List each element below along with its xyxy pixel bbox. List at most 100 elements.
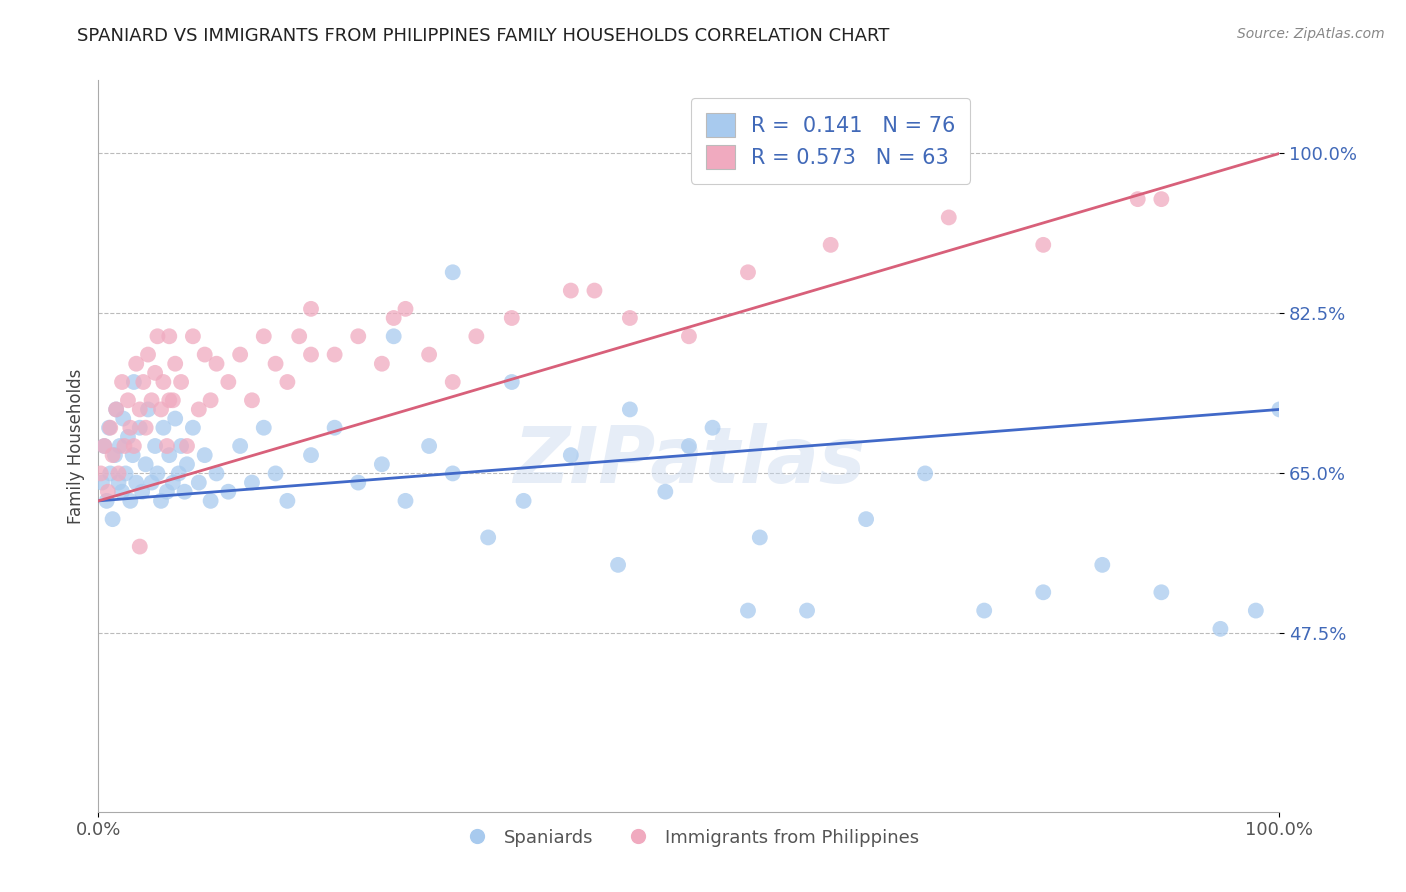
Point (125, 475, 148, 490)
Point (167, 467, 190, 481)
Point (1268, 402, 1291, 417)
Point (820, 237, 842, 252)
Point (217, 484, 239, 499)
Point (122, 439, 145, 453)
Point (98, 421, 121, 435)
Point (441, 467, 464, 481)
Point (143, 366, 166, 380)
Point (121, 448, 143, 462)
Point (702, 421, 724, 435)
Text: Source: ZipAtlas.com: Source: ZipAtlas.com (1237, 27, 1385, 41)
Point (125, 357, 148, 371)
Point (323, 421, 346, 435)
Point (122, 375, 145, 389)
Point (1244, 603, 1267, 617)
Y-axis label: Family Households: Family Households (66, 368, 84, 524)
Point (382, 329, 405, 343)
Point (136, 402, 159, 417)
Point (200, 494, 222, 508)
Point (135, 421, 157, 435)
Point (1150, 585, 1173, 599)
Point (156, 484, 179, 499)
Point (205, 467, 228, 481)
Point (91, 475, 114, 490)
Point (1126, 192, 1149, 206)
Point (117, 430, 139, 444)
Point (737, 603, 759, 617)
Point (347, 329, 370, 343)
Point (146, 467, 169, 481)
Point (217, 375, 239, 389)
Point (150, 494, 173, 508)
Point (101, 448, 124, 462)
Point (441, 265, 464, 279)
Point (135, 457, 157, 471)
Point (1032, 585, 1054, 599)
Point (93, 439, 115, 453)
Point (382, 310, 405, 325)
Point (141, 393, 163, 408)
Point (187, 402, 209, 417)
Point (117, 393, 139, 408)
Point (170, 375, 193, 389)
Point (194, 348, 217, 362)
Point (101, 512, 124, 526)
Text: ZIPatlas: ZIPatlas (513, 423, 865, 499)
Point (560, 284, 582, 298)
Point (501, 310, 523, 325)
Point (111, 375, 134, 389)
Point (156, 439, 179, 453)
Point (194, 448, 217, 462)
Point (108, 439, 131, 453)
Point (111, 484, 134, 499)
Point (418, 439, 440, 453)
Point (276, 494, 298, 508)
Point (501, 375, 523, 389)
Point (96, 494, 118, 508)
Point (619, 402, 641, 417)
Point (157, 448, 180, 462)
Point (1209, 622, 1232, 636)
Point (131, 484, 153, 499)
Point (120, 494, 142, 508)
Point (93, 439, 115, 453)
Point (165, 357, 187, 371)
Point (418, 348, 440, 362)
Point (98, 421, 121, 435)
Point (128, 421, 150, 435)
Point (477, 530, 499, 544)
Point (97, 484, 120, 499)
Point (394, 301, 416, 316)
Point (240, 475, 263, 490)
Point (150, 402, 173, 417)
Point (855, 512, 877, 526)
Point (288, 329, 311, 343)
Point (1150, 192, 1173, 206)
Point (152, 375, 174, 389)
Point (128, 540, 150, 554)
Point (128, 402, 150, 417)
Point (748, 530, 770, 544)
Point (162, 475, 184, 490)
Point (299, 348, 322, 362)
Point (465, 329, 488, 343)
Point (938, 211, 960, 225)
Point (560, 448, 582, 462)
Point (176, 457, 198, 471)
Point (299, 301, 322, 316)
Point (90, 467, 112, 481)
Point (347, 475, 370, 490)
Point (1091, 558, 1114, 572)
Point (737, 265, 759, 279)
Text: SPANIARD VS IMMIGRANTS FROM PHILIPPINES FAMILY HOUSEHOLDS CORRELATION CHART: SPANIARD VS IMMIGRANTS FROM PHILIPPINES … (77, 27, 890, 45)
Point (104, 448, 127, 462)
Point (112, 439, 135, 453)
Point (176, 439, 198, 453)
Point (240, 393, 263, 408)
Point (173, 484, 195, 499)
Point (371, 357, 394, 371)
Point (276, 375, 298, 389)
Point (796, 603, 818, 617)
Point (181, 421, 204, 435)
Point (162, 393, 184, 408)
